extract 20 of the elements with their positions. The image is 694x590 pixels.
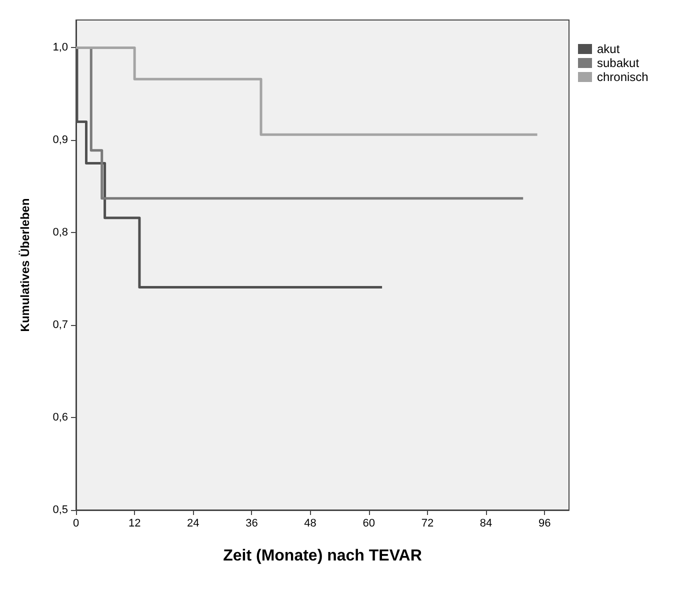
y-tick-label: 0,5	[52, 504, 68, 516]
x-tick-label: 60	[362, 518, 375, 530]
y-tick-label: 0,6	[52, 412, 68, 424]
x-tick-label: 24	[187, 518, 200, 530]
x-tick-label: 96	[538, 518, 551, 530]
x-tick-label: 36	[246, 518, 258, 530]
y-tick-label: 0,8	[52, 226, 68, 239]
x-tick-label: 48	[304, 518, 316, 530]
x-tick-label: 0	[72, 518, 80, 530]
x-tick-label: 84	[480, 518, 492, 530]
legend-label: akut	[597, 42, 620, 56]
y-tick-label: 0,7	[52, 319, 68, 332]
x-axis-title: Zeit (Monate) nach TEVAR	[223, 548, 422, 564]
legend-label: chronisch	[597, 70, 648, 84]
x-tick-label: 12	[128, 518, 141, 530]
legend-label: subakut	[597, 56, 640, 70]
y-axis-title: Kumulatives Überleben	[18, 198, 32, 332]
y-tick-label: 1,0	[52, 42, 68, 54]
x-tick-label: 72	[421, 518, 434, 530]
y-tick-label: 0,9	[52, 134, 68, 146]
